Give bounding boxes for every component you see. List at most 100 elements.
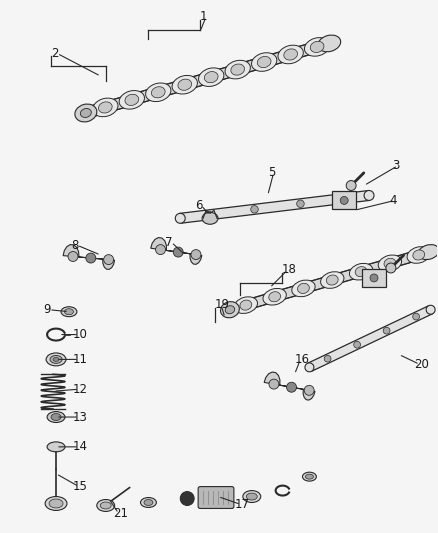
Text: 10: 10 — [73, 328, 88, 341]
Circle shape — [286, 382, 297, 392]
Ellipse shape — [220, 302, 239, 318]
Text: 14: 14 — [73, 440, 88, 454]
Ellipse shape — [47, 442, 65, 452]
FancyBboxPatch shape — [198, 487, 234, 508]
Ellipse shape — [251, 53, 277, 71]
Ellipse shape — [231, 64, 244, 75]
Circle shape — [68, 252, 78, 262]
Ellipse shape — [378, 255, 402, 272]
Ellipse shape — [350, 263, 373, 280]
Text: 16: 16 — [294, 353, 310, 366]
Ellipse shape — [93, 98, 118, 117]
Ellipse shape — [198, 68, 224, 86]
Ellipse shape — [45, 497, 67, 511]
Ellipse shape — [152, 87, 165, 98]
Ellipse shape — [64, 309, 74, 314]
Text: 2: 2 — [51, 47, 59, 60]
Ellipse shape — [240, 300, 252, 310]
Ellipse shape — [310, 42, 324, 52]
Circle shape — [370, 274, 378, 282]
Circle shape — [383, 327, 390, 334]
Ellipse shape — [50, 356, 62, 364]
Ellipse shape — [225, 60, 251, 79]
Circle shape — [297, 200, 304, 207]
Text: 3: 3 — [392, 159, 399, 172]
Text: 7: 7 — [165, 236, 173, 249]
Text: 12: 12 — [73, 383, 88, 395]
Ellipse shape — [326, 275, 338, 285]
Ellipse shape — [141, 497, 156, 507]
Circle shape — [251, 206, 258, 213]
Text: 20: 20 — [414, 358, 429, 371]
FancyBboxPatch shape — [332, 191, 356, 209]
Circle shape — [205, 211, 212, 219]
Circle shape — [324, 356, 331, 362]
Ellipse shape — [145, 83, 171, 102]
Ellipse shape — [80, 109, 92, 117]
Ellipse shape — [413, 250, 424, 260]
Polygon shape — [63, 245, 115, 269]
Circle shape — [180, 491, 194, 505]
Text: 17: 17 — [235, 498, 250, 511]
Ellipse shape — [305, 363, 314, 372]
Circle shape — [155, 245, 166, 255]
Ellipse shape — [125, 94, 139, 106]
Text: 6: 6 — [195, 199, 203, 212]
Ellipse shape — [278, 45, 303, 64]
Ellipse shape — [318, 35, 341, 52]
Ellipse shape — [144, 499, 153, 505]
Ellipse shape — [225, 306, 235, 314]
Ellipse shape — [175, 213, 185, 223]
Ellipse shape — [384, 259, 396, 269]
Ellipse shape — [257, 56, 271, 68]
Circle shape — [173, 247, 183, 257]
Ellipse shape — [263, 288, 286, 305]
Polygon shape — [151, 238, 202, 264]
Text: 11: 11 — [73, 353, 88, 366]
Ellipse shape — [321, 272, 344, 288]
Ellipse shape — [75, 104, 97, 122]
Circle shape — [346, 181, 356, 190]
Text: 13: 13 — [73, 410, 88, 424]
Ellipse shape — [284, 49, 297, 60]
Ellipse shape — [100, 502, 111, 509]
Ellipse shape — [355, 266, 367, 277]
Circle shape — [340, 197, 348, 204]
Ellipse shape — [246, 493, 257, 500]
Circle shape — [386, 263, 396, 273]
Ellipse shape — [99, 102, 112, 113]
Ellipse shape — [46, 353, 66, 366]
Circle shape — [343, 195, 350, 202]
Ellipse shape — [269, 292, 280, 302]
Text: 9: 9 — [43, 303, 51, 316]
Ellipse shape — [202, 212, 218, 224]
Ellipse shape — [119, 91, 145, 109]
Ellipse shape — [305, 474, 314, 479]
FancyBboxPatch shape — [362, 269, 386, 287]
Ellipse shape — [304, 38, 330, 56]
Ellipse shape — [364, 190, 374, 200]
Ellipse shape — [178, 79, 191, 90]
Ellipse shape — [49, 499, 63, 508]
Ellipse shape — [297, 284, 309, 294]
Ellipse shape — [303, 472, 316, 481]
Polygon shape — [85, 38, 331, 118]
Polygon shape — [180, 190, 370, 223]
Ellipse shape — [426, 305, 435, 314]
Ellipse shape — [243, 490, 261, 503]
Text: 21: 21 — [113, 507, 128, 520]
Polygon shape — [307, 306, 433, 372]
Ellipse shape — [172, 76, 198, 94]
Circle shape — [104, 255, 113, 264]
Text: 18: 18 — [282, 263, 297, 277]
Ellipse shape — [51, 414, 61, 421]
Ellipse shape — [61, 307, 77, 317]
Text: 5: 5 — [268, 166, 275, 179]
Text: 1: 1 — [200, 10, 208, 23]
Polygon shape — [264, 372, 315, 400]
Circle shape — [304, 385, 314, 395]
Circle shape — [354, 341, 360, 348]
Circle shape — [191, 249, 201, 260]
Polygon shape — [229, 247, 430, 314]
Ellipse shape — [418, 245, 438, 260]
